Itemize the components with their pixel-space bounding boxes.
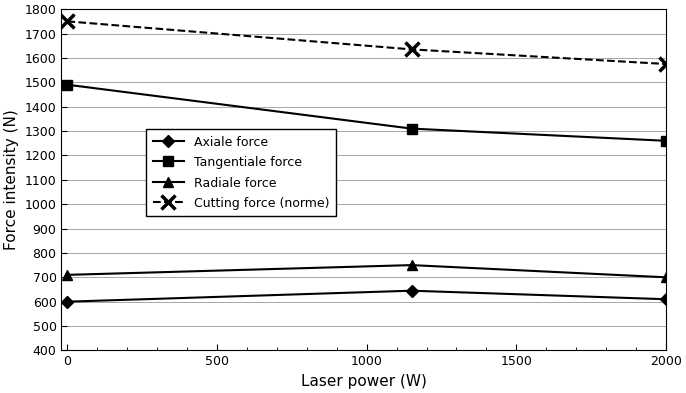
X-axis label: Laser power (W): Laser power (W) [300,374,427,389]
Tangentiale force [662,138,670,143]
Line: Radiale force: Radiale force [62,260,671,282]
Legend: Axiale force, Tangentiale force, Radiale force, Cutting force (norme): Axiale force, Tangentiale force, Radiale… [146,129,335,217]
Cutting force (norme) [407,47,416,52]
Tangentiale force [407,126,416,131]
Radiale force [662,275,670,280]
Axiale force [63,299,71,304]
Line: Cutting force (norme): Cutting force (norme) [60,15,673,71]
Line: Axiale force: Axiale force [63,286,670,306]
Cutting force (norme) [662,62,670,66]
Y-axis label: Force intensity (N): Force intensity (N) [4,109,19,250]
Radiale force [407,263,416,268]
Tangentiale force [63,83,71,87]
Cutting force (norme) [63,19,71,24]
Axiale force [407,288,416,293]
Axiale force [662,297,670,301]
Radiale force [63,272,71,277]
Line: Tangentiale force: Tangentiale force [62,80,671,146]
